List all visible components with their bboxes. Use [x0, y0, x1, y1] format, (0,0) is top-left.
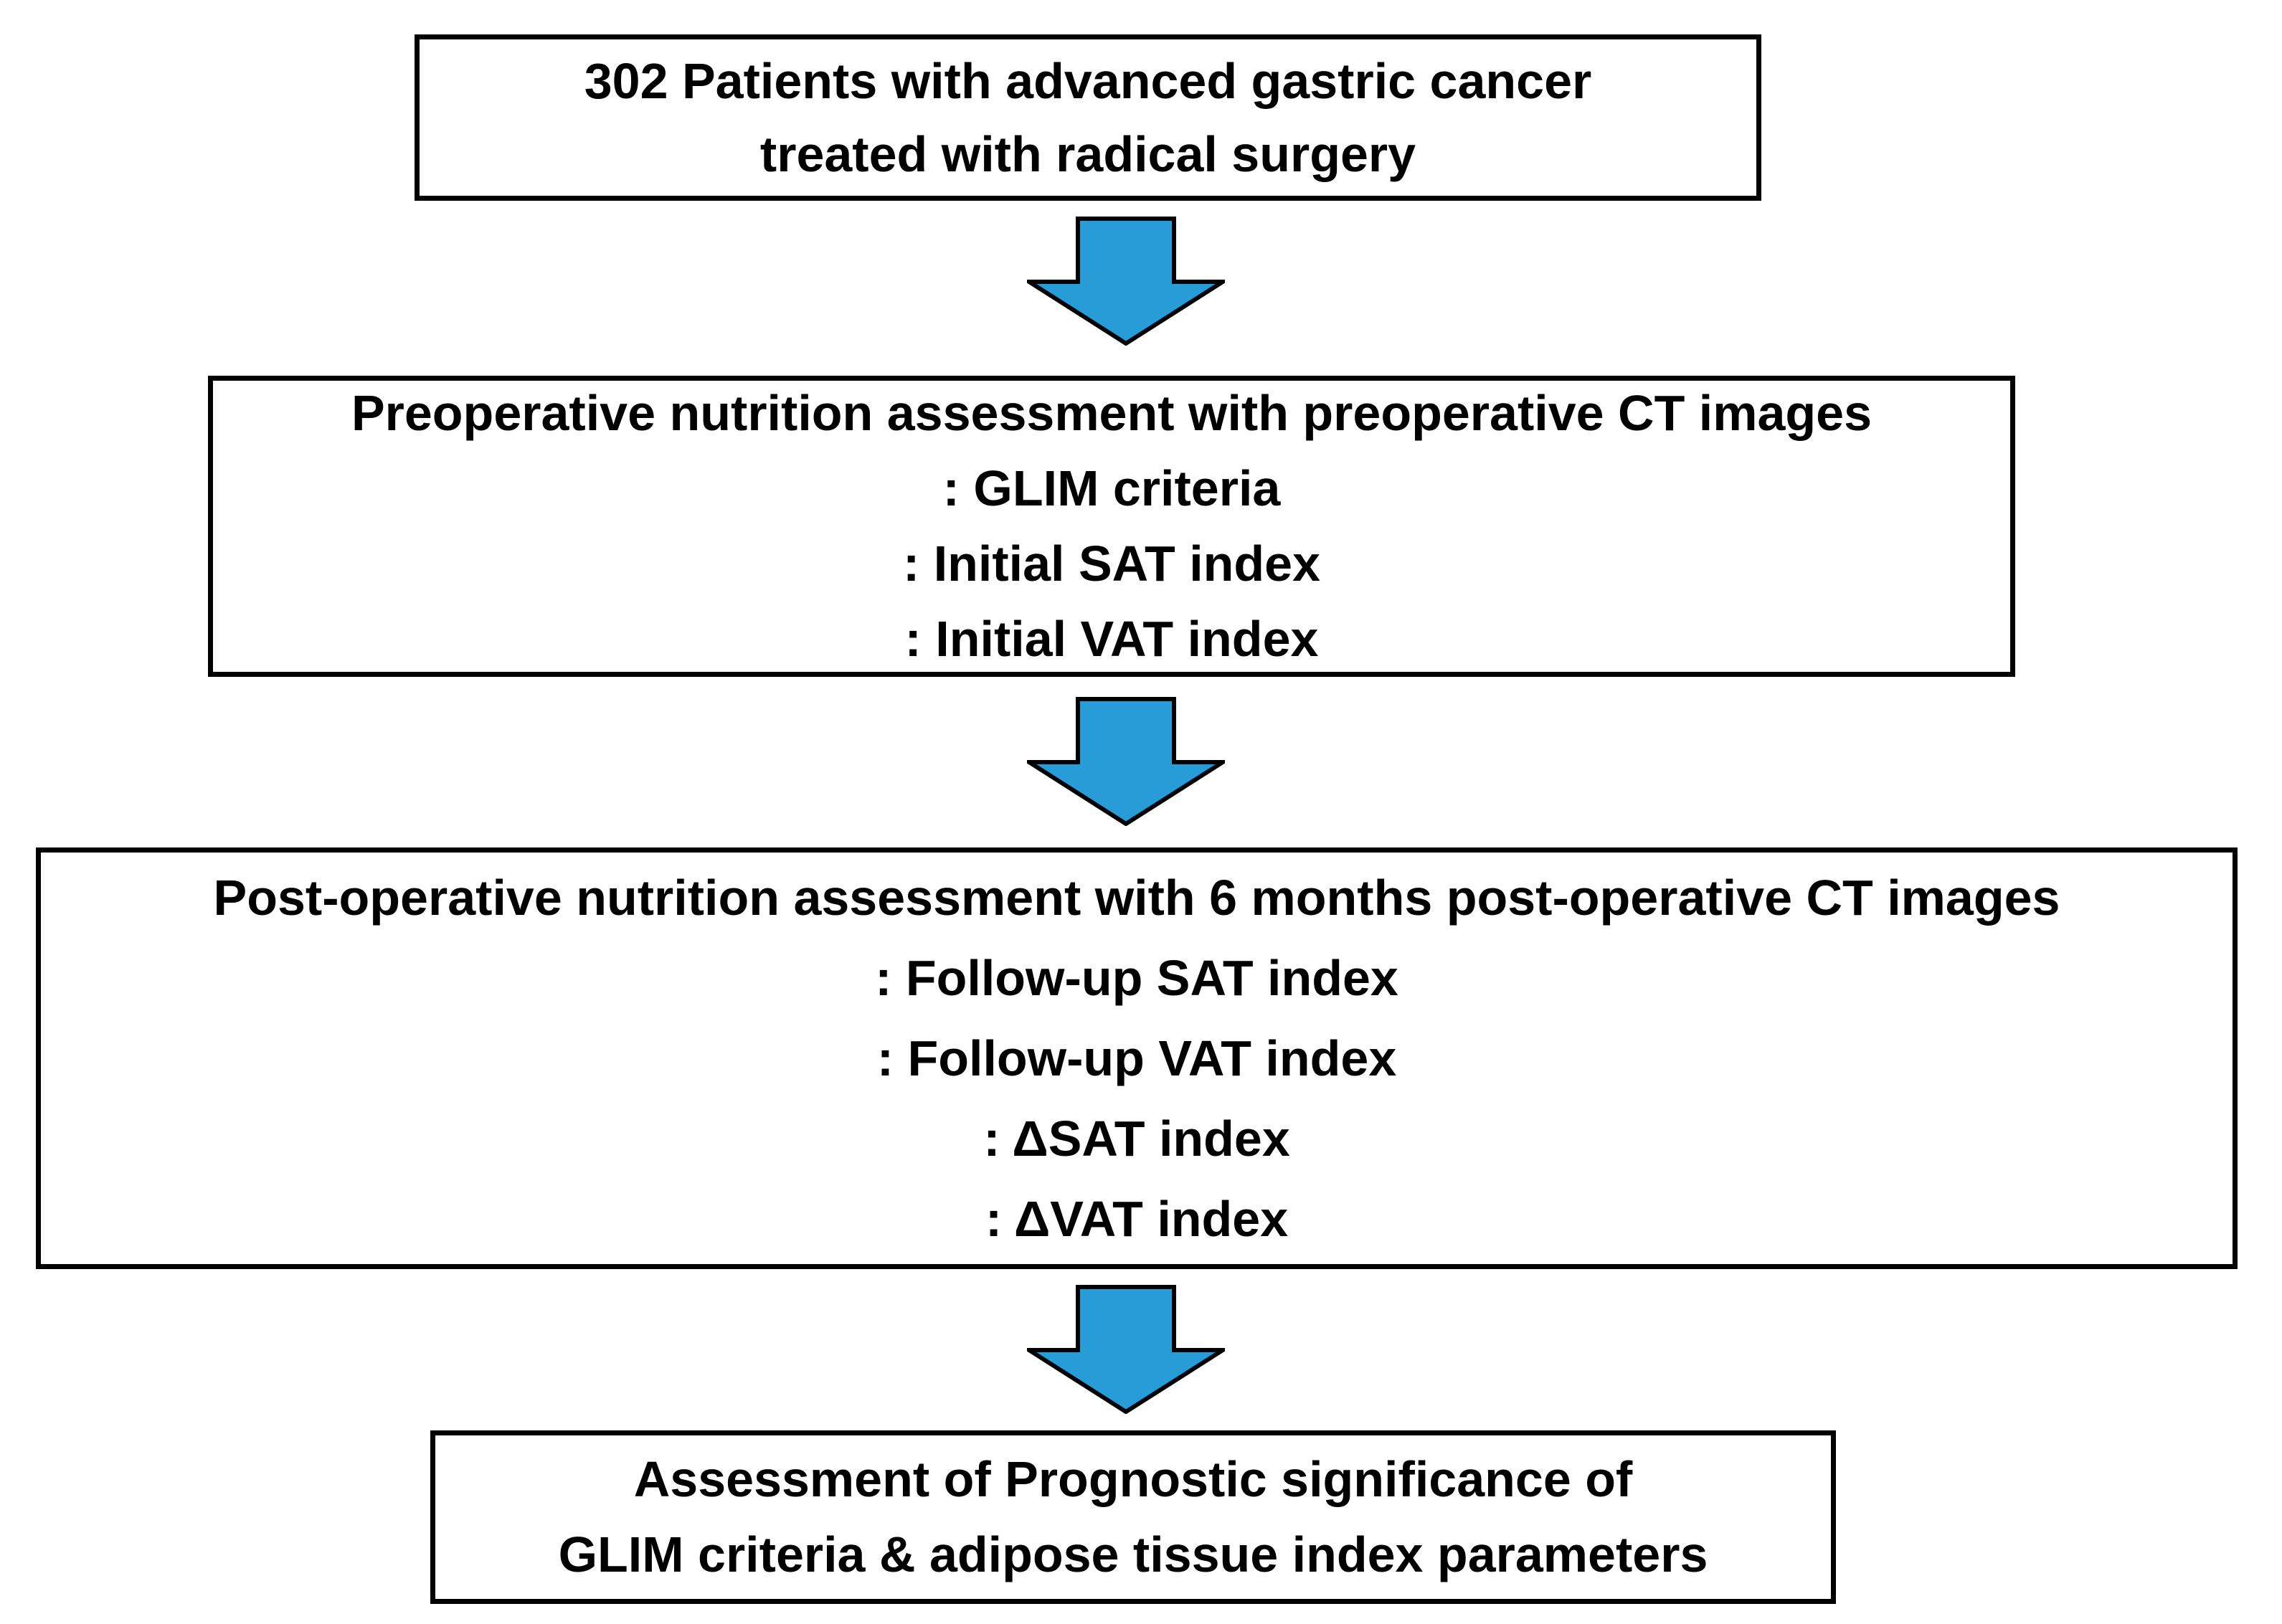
flow-box-preoperative-assessment: Preoperative nutrition assessment with p… [208, 376, 2015, 677]
down-arrow-icon [1027, 697, 1225, 826]
flow-box-preop-line-2: : GLIM criteria [942, 460, 1281, 516]
flow-box-postop-line-4: : ΔSAT index [983, 1111, 1290, 1167]
down-arrow-shape [1027, 217, 1225, 346]
flow-box-prognostic-assessment: Assessment of Prognostic significance of… [430, 1430, 1836, 1604]
down-arrow-shape [1027, 1285, 1225, 1414]
flow-box-assessment-line-2: GLIM criteria & adipose tissue index par… [558, 1526, 1708, 1582]
flow-box-postop-line-1: Post-operative nutrition assessment with… [213, 870, 2060, 926]
flow-box-preop-line-3: : Initial SAT index [902, 536, 1321, 592]
down-arrow-icon [1027, 217, 1225, 346]
flow-box-patients-line-1: 302 Patients with advanced gastric cance… [584, 53, 1592, 109]
down-arrow-shape [1027, 697, 1225, 826]
flow-box-postop-line-5: : ΔVAT index [985, 1191, 1289, 1247]
flow-box-preop-line-1: Preoperative nutrition assessment with p… [351, 385, 1873, 441]
flow-box-patients: 302 Patients with advanced gastric cance… [415, 34, 1761, 201]
flow-box-assessment-line-1: Assessment of Prognostic significance of [633, 1451, 1633, 1507]
flow-box-postoperative-assessment: Post-operative nutrition assessment with… [36, 847, 2238, 1269]
flow-box-patients-line-2: treated with radical surgery [759, 126, 1416, 182]
down-arrow-icon [1027, 1285, 1225, 1414]
flow-box-postop-line-3: : Follow-up VAT index [876, 1030, 1397, 1086]
flow-box-preop-line-4: : Initial VAT index [904, 611, 1319, 667]
flow-box-postop-line-2: : Follow-up SAT index [875, 950, 1398, 1006]
